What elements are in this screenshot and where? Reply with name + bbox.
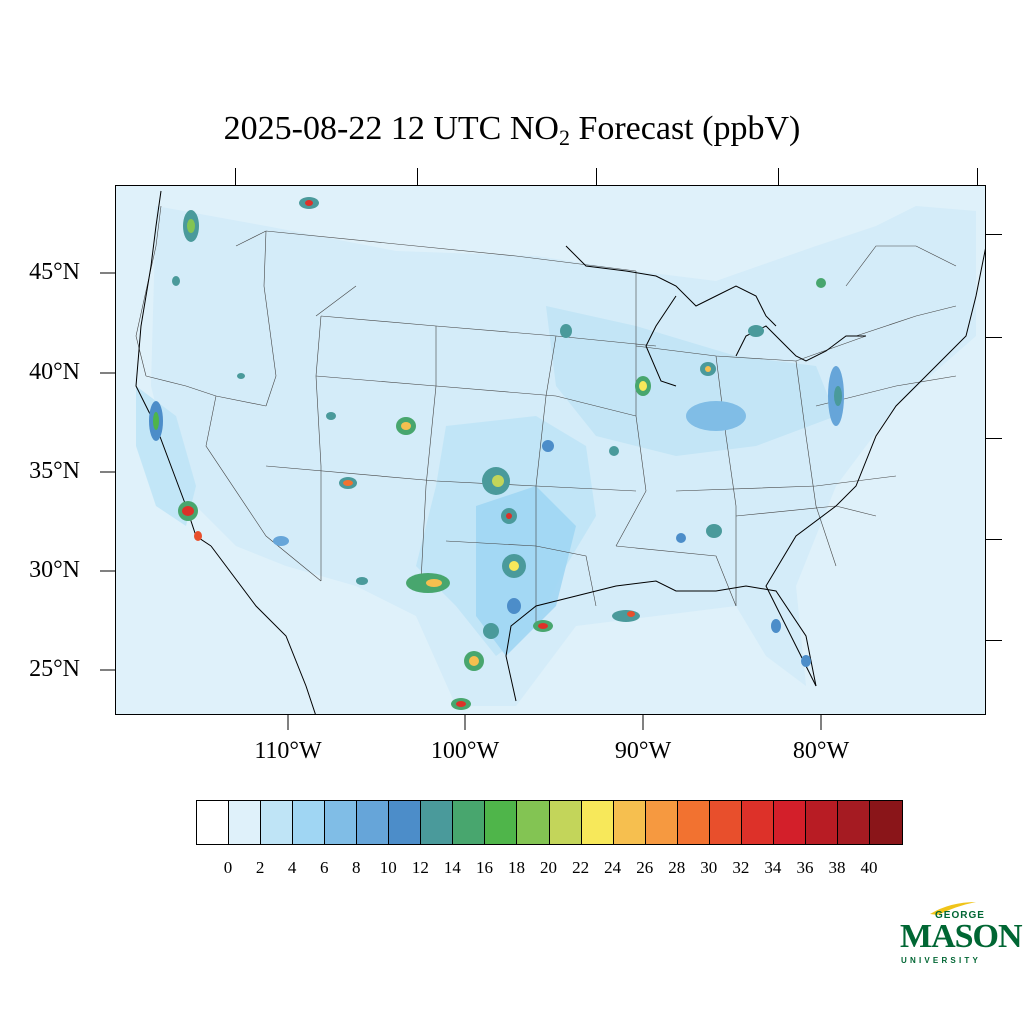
lat-label-35: 35°N [29, 458, 80, 484]
map-title: 2025-08-22 12 UTC NO2 Forecast (ppbV) [0, 110, 1024, 151]
colorbar-tick-label: 4 [287, 858, 297, 877]
colorbar-tick-label: 20 [540, 858, 558, 877]
colorbar-swatch [453, 801, 486, 844]
colorbar-tick-label: 0 [223, 858, 233, 877]
colorbar-tick-label: 2 [255, 858, 265, 877]
logo-mason: MASON [900, 918, 1023, 955]
colorbar-tick-label: 34 [764, 858, 782, 877]
top-tick [235, 168, 236, 185]
colorbar-swatch [677, 801, 710, 844]
colorbar-tick-label: 22 [572, 858, 590, 877]
colorbar-swatch [325, 801, 358, 844]
colorbar-tick-label: 10 [379, 858, 397, 877]
colorbar-swatch [389, 801, 422, 844]
colorbar-swatch [485, 801, 518, 844]
colorbar-swatch [229, 801, 262, 844]
colorbar-tick-label: 38 [828, 858, 846, 877]
colorbar-tick-label: 8 [352, 858, 361, 877]
colorbar-tick-label: 6 [319, 858, 329, 877]
colorbar-swatch [421, 801, 454, 844]
map-canvas [135, 190, 985, 714]
left-ticks [100, 272, 115, 671]
colorbar [196, 800, 904, 845]
colorbar-tick-label: 32 [732, 858, 750, 877]
colorbar-tick-label: 12 [411, 858, 429, 877]
hotspots [149, 197, 844, 710]
colorbar-swatch [261, 801, 294, 844]
midwest-haze [546, 306, 836, 456]
right-tick [986, 438, 1002, 439]
lat-label-45: 45°N [29, 259, 80, 285]
colorbar-swatch [517, 801, 550, 844]
map-panel [115, 185, 986, 715]
colorbar-tick-label: 26 [636, 858, 654, 877]
colorbar-swatch [837, 801, 870, 844]
title-subscript: 2 [558, 125, 570, 150]
colorbar-swatch [357, 801, 390, 844]
lon-label-110: 110°W [254, 738, 322, 764]
colorbar-tick-label: 14 [443, 858, 461, 877]
right-tick [986, 337, 1002, 338]
lat-label-40: 40°N [29, 359, 80, 385]
top-tick [417, 168, 418, 185]
colorbar-tick-label: 36 [796, 858, 814, 877]
bottom-ticks [287, 715, 822, 730]
title-prefix: 2025-08-22 12 UTC NO [223, 110, 559, 147]
colorbar-swatch [197, 801, 230, 844]
colorbar-swatch [549, 801, 582, 844]
logo-swoosh-icon [930, 902, 976, 915]
title-suffix: Forecast (ppbV) [569, 110, 801, 147]
lat-label-25: 25°N [29, 656, 80, 682]
lon-label-100: 100°W [430, 738, 500, 764]
right-tick [986, 539, 1002, 540]
colorbar-tick-label: 30 [700, 858, 718, 877]
lon-label-80: 80°W [792, 738, 850, 764]
colorbar-swatch [293, 801, 326, 844]
colorbar-swatch [581, 801, 614, 844]
colorbar-tick-label: 16 [475, 858, 493, 877]
texas-haze [476, 486, 576, 656]
colorbar-swatch [773, 801, 806, 844]
colorbar-tick-label: 18 [508, 858, 525, 877]
lon-label-90: 90°W [614, 738, 672, 764]
colorbar-tick-label: 28 [668, 858, 686, 877]
logo-university: UNIVERSITY [901, 956, 982, 965]
top-tick [778, 168, 779, 185]
colorbar-swatch [613, 801, 646, 844]
lat-label-30: 30°N [29, 557, 80, 583]
top-tick [596, 168, 597, 185]
gmu-logo: GEORGE MASON UNIVERSITY [898, 900, 1023, 970]
logo-george: GEORGE [935, 910, 985, 921]
colorbar-tick-label: 40 [860, 858, 878, 877]
colorbar-swatch [645, 801, 678, 844]
colorbar-swatch [805, 801, 838, 844]
right-tick [986, 234, 1002, 235]
right-tick [986, 640, 1002, 641]
colorbar-tick-label: 24 [604, 858, 622, 877]
top-tick [977, 168, 978, 185]
colorbar-swatch [869, 801, 903, 844]
colorbar-swatch [709, 801, 742, 844]
colorbar-swatch [741, 801, 774, 844]
